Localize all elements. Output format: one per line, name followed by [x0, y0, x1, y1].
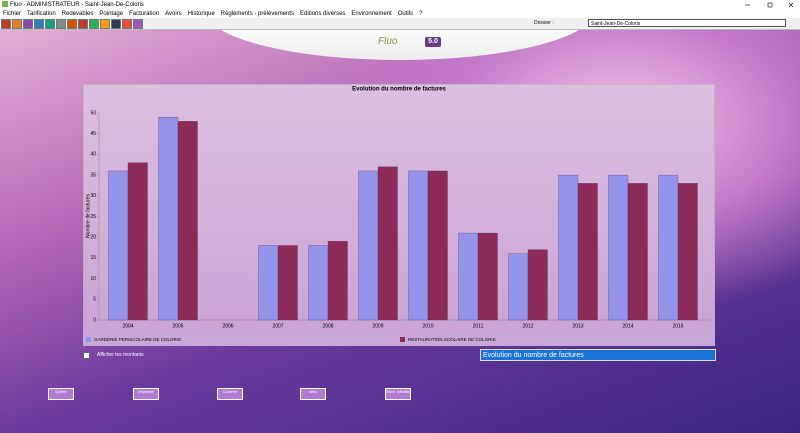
- checkbox[interactable]: [83, 352, 90, 359]
- bar: [408, 170, 429, 321]
- tool-button[interactable]: [111, 19, 121, 29]
- bar: [108, 170, 129, 321]
- menu-bar: Fichier Tarification Redevables Pointage Fac…: [0, 10, 800, 18]
- action-button[interactable]: Infos: [300, 388, 326, 400]
- action-button[interactable]: Imprimer: [133, 388, 159, 400]
- bar: [377, 166, 398, 321]
- bar: [258, 245, 279, 321]
- menu-item[interactable]: Outils: [397, 11, 414, 17]
- bar: [158, 116, 179, 321]
- bar: [577, 183, 598, 321]
- bar: [508, 253, 529, 321]
- chart: Evolution du nombre de factures Nombre d…: [83, 84, 715, 346]
- menu-item[interactable]: Historique: [187, 11, 215, 17]
- tool-button[interactable]: [56, 19, 66, 29]
- x-tick-label: 2006: [222, 323, 233, 329]
- x-tick-label: 2014: [622, 323, 633, 329]
- bar: [358, 170, 379, 321]
- menu-item[interactable]: Pointage: [99, 11, 124, 17]
- legend-band: [83, 334, 715, 346]
- legend-swatch: [86, 337, 91, 342]
- tool-button[interactable]: [100, 19, 110, 29]
- menu-item[interactable]: ?: [419, 11, 423, 17]
- tool-button[interactable]: [89, 19, 99, 29]
- tool-button[interactable]: [67, 19, 77, 29]
- tool-button[interactable]: [12, 19, 22, 29]
- y-tick-label: 5: [93, 297, 96, 303]
- x-tick-label: 2012: [522, 323, 533, 329]
- x-tick-label: 2007: [272, 323, 283, 329]
- bar: [677, 183, 698, 321]
- bar: [627, 183, 648, 321]
- y-tick-label: 25: [90, 214, 96, 220]
- y-tick-label: 35: [90, 172, 96, 178]
- y-axis-label: Nombre de factures: [85, 194, 91, 238]
- legend-label: RESTAURATION SCOLAIRE DE COLORIS: [408, 337, 496, 342]
- app-icon: [2, 1, 8, 8]
- dossier-label: Dossier :: [534, 20, 554, 26]
- title-bar: Fluo - ADMINISTRATEUR - Saint-Jean-De-Co…: [0, 0, 800, 10]
- bar: [608, 174, 629, 321]
- x-tick-label: 2005: [172, 323, 183, 329]
- checkbox-label: Afficher les montants: [97, 352, 144, 358]
- bar: [558, 174, 579, 321]
- menu-item[interactable]: Redevables: [61, 11, 94, 17]
- bar: [477, 232, 498, 321]
- menu-item[interactable]: Environnement: [351, 11, 392, 17]
- action-button[interactable]: Bord. détaillé: [385, 388, 411, 400]
- x-tick-label: 2010: [422, 323, 433, 329]
- y-tick-label: 15: [90, 255, 96, 261]
- bar: [527, 249, 548, 321]
- y-tick-label: 10: [90, 276, 96, 282]
- menu-item[interactable]: Fichier: [3, 11, 22, 17]
- y-tick-label: 45: [90, 131, 96, 137]
- menu-item[interactable]: Editions diverses: [300, 11, 346, 17]
- y-tick-label: 50: [90, 110, 96, 116]
- x-tick-label: 2004: [122, 323, 133, 329]
- bar: [327, 241, 348, 321]
- logo: Fluo: [378, 36, 398, 47]
- chart-title: Evolution du nombre de factures: [352, 87, 446, 93]
- tool-button[interactable]: [78, 19, 88, 29]
- version-badge: 5.0: [425, 37, 441, 47]
- x-tick-label: 2015: [672, 323, 683, 329]
- bar: [308, 245, 329, 321]
- tool-button[interactable]: [23, 19, 33, 29]
- menu-item[interactable]: Tarification: [27, 11, 56, 17]
- tool-button[interactable]: [1, 19, 11, 29]
- legend-label: GARDERIE PERISCOLAIRE DE COLORIS: [94, 337, 181, 342]
- y-tick-label: 30: [90, 193, 96, 199]
- tool-button[interactable]: [122, 19, 132, 29]
- window-controls[interactable]: [740, 0, 800, 10]
- x-tick-label: 2009: [372, 323, 383, 329]
- bar: [427, 170, 448, 321]
- window-title: Fluo - ADMINISTRATEUR - Saint-Jean-De-Co…: [10, 2, 144, 8]
- menu-item[interactable]: Règlements - prélèvements: [220, 11, 295, 17]
- legend-swatch: [400, 337, 405, 342]
- x-tick-label: 2011: [473, 323, 484, 329]
- x-tick-label: 2008: [322, 323, 333, 329]
- action-button[interactable]: Quitter: [48, 388, 74, 400]
- action-button[interactable]: Courrier: [217, 388, 243, 400]
- tool-button[interactable]: [133, 19, 143, 29]
- y-tick-label: 0: [93, 317, 96, 323]
- bar: [458, 232, 479, 321]
- y-tick-label: 20: [90, 235, 96, 241]
- bar: [658, 174, 679, 321]
- dossier-select[interactable]: Saint-Jean-De-Coloris: [588, 19, 786, 27]
- bar: [127, 162, 148, 321]
- menu-item[interactable]: Facturation: [129, 11, 160, 17]
- bar: [277, 245, 298, 321]
- tool-button[interactable]: [34, 19, 44, 29]
- chart-select[interactable]: Evolution du nombre de factures: [480, 349, 716, 361]
- y-tick-label: 40: [90, 152, 96, 158]
- tool-button[interactable]: [45, 19, 55, 29]
- x-tick-label: 2013: [572, 323, 583, 329]
- bar: [177, 121, 198, 321]
- menu-item[interactable]: Avoirs: [165, 11, 182, 17]
